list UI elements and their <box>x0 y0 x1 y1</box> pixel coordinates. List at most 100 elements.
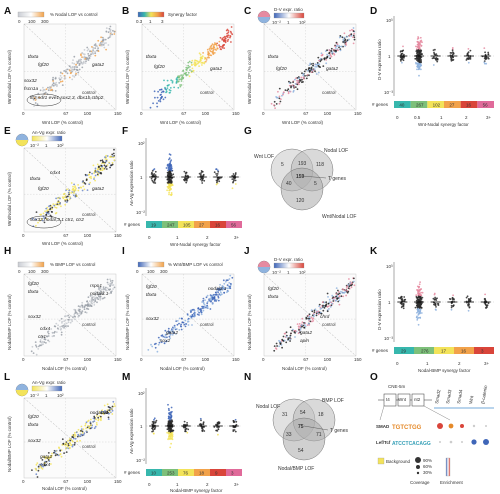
scatter-b-point <box>156 102 158 105</box>
scatter-l-point <box>41 459 44 461</box>
strip-k-point <box>468 306 471 309</box>
scatter-h-point <box>65 322 68 325</box>
dot-o-1-2 <box>461 441 463 443</box>
counts-bar-f-value-2: 105 <box>183 223 191 228</box>
scatter-j-point <box>294 336 296 338</box>
strip-d-point <box>436 57 439 60</box>
gene-label-l-fgf20: fgf20 <box>28 414 39 420</box>
strip-f-point <box>169 168 171 171</box>
scatter-e-point <box>57 197 59 200</box>
counts-bar-d-cell-3 <box>444 101 461 108</box>
scatter-i-point <box>209 294 212 296</box>
scatter-c-point <box>287 88 290 91</box>
scatter-e-point <box>81 189 84 192</box>
counts-bar-m-value-5: 3 <box>231 471 234 476</box>
scatter-j-xtick-2: 100 <box>324 357 332 362</box>
venn-value-n-3: 75 <box>298 424 304 430</box>
strip-k-point <box>448 298 451 300</box>
scatter-b-point <box>180 80 183 82</box>
scatter-c-point <box>322 65 325 67</box>
counts-bar-f-value-0: 19 <box>151 223 157 228</box>
strip-k-point <box>417 289 420 292</box>
scatter-j-point <box>299 331 302 334</box>
xtick-f-3: 3+ <box>234 235 240 240</box>
scatter-a-point <box>101 41 103 44</box>
scatter-c-point <box>344 41 346 44</box>
scatter-i-point <box>202 297 205 300</box>
strip-k-point <box>414 306 417 309</box>
scatter-j-point <box>350 286 353 289</box>
panel-m: An-Vg expression ratio 10² 1 10⁻² # gene… <box>124 388 242 493</box>
scatter-l-point <box>56 453 59 456</box>
strip-k-point <box>451 298 454 301</box>
scatter-e-point <box>113 159 116 162</box>
gene-label-j-tbxta: tbxta <box>268 294 279 300</box>
strip-f-point <box>218 177 221 180</box>
scatter-e-point <box>93 176 96 179</box>
scatter-i-point <box>226 279 229 282</box>
scatter-c-point <box>330 47 333 50</box>
strip-d-point <box>451 49 454 52</box>
scatter-h-point <box>64 324 66 326</box>
scatter-l-point <box>85 430 88 433</box>
panel-letter-c: C <box>244 6 251 17</box>
scatter-b-xtick-2: 100 <box>202 111 210 116</box>
scatter-l-point <box>66 445 69 448</box>
venn-set-g-2: Wnt/Nodal LOF <box>322 214 356 220</box>
motif-logo-o-0: TGTCTGG <box>392 425 422 431</box>
venn-set-n-1: BMP LOF <box>322 398 344 404</box>
scatter-b-point <box>223 38 226 41</box>
scatter-j-point <box>285 335 288 338</box>
scatter-l-point <box>45 456 48 459</box>
scatter-h-xtick-3: 150 <box>114 357 122 362</box>
strip-m-point <box>168 420 171 423</box>
scatter-l-point <box>80 428 83 430</box>
scatter-a-point <box>70 70 73 72</box>
locus-box-label-o-2: nt2 <box>414 397 421 402</box>
scatter-c-point <box>352 27 355 29</box>
scatter-c-point <box>339 35 342 37</box>
scatter-h-point <box>54 330 56 333</box>
strip-d-point <box>418 74 420 77</box>
scatter-l-point <box>81 430 84 433</box>
strip-f-point <box>170 184 173 186</box>
gene-label-l-sox32: sox32 <box>28 438 41 444</box>
scatter-l-point <box>89 422 92 425</box>
xtick-d-1: 0.5 <box>414 115 421 120</box>
strip-f-point <box>169 162 171 165</box>
scatter-i-point <box>205 296 208 299</box>
scatter-a-point <box>55 81 58 84</box>
gene-label-j-chrd: chrd <box>320 314 330 320</box>
scatter-l-point <box>39 465 42 468</box>
scatter-a-point <box>56 85 58 88</box>
scatter-a-point <box>87 55 90 57</box>
scatter-i-point <box>178 329 181 331</box>
scatter-e-point <box>34 218 37 221</box>
strip-f-point <box>199 173 202 176</box>
scatter-l-point <box>60 455 63 458</box>
strip-k-point <box>403 298 406 301</box>
scatter-j-point <box>275 342 278 345</box>
scatter-j-point <box>346 289 348 292</box>
scatter-a-point <box>48 86 51 89</box>
scatter-c-point <box>343 36 346 39</box>
scatter-h-point <box>55 322 58 325</box>
colorbar-tick-c-1: 1 <box>287 20 290 25</box>
strip-k-point <box>433 293 436 296</box>
scatter-l-point <box>88 426 91 429</box>
scatter-a-point <box>111 33 114 36</box>
scatter-b-point <box>191 59 194 62</box>
scatter-b-point <box>179 84 182 86</box>
scatter-a-point <box>75 60 78 63</box>
strip-f-point <box>169 178 171 181</box>
scatter-c-point <box>280 98 282 100</box>
legend-coverage-o: Coverage <box>410 480 430 485</box>
gene-label-l-nodal3: nodal3.1 <box>90 410 109 416</box>
scatter-e-point <box>66 201 68 204</box>
scatter-c-point <box>350 34 353 37</box>
counts-bar-k-value-1: 276 <box>421 349 429 354</box>
scatter-a-xtick-3: 150 <box>114 111 122 116</box>
scatter-a-point <box>76 62 79 64</box>
scatter-b-point <box>197 60 199 63</box>
colorbar-tick-a-1: 100 <box>28 19 36 24</box>
